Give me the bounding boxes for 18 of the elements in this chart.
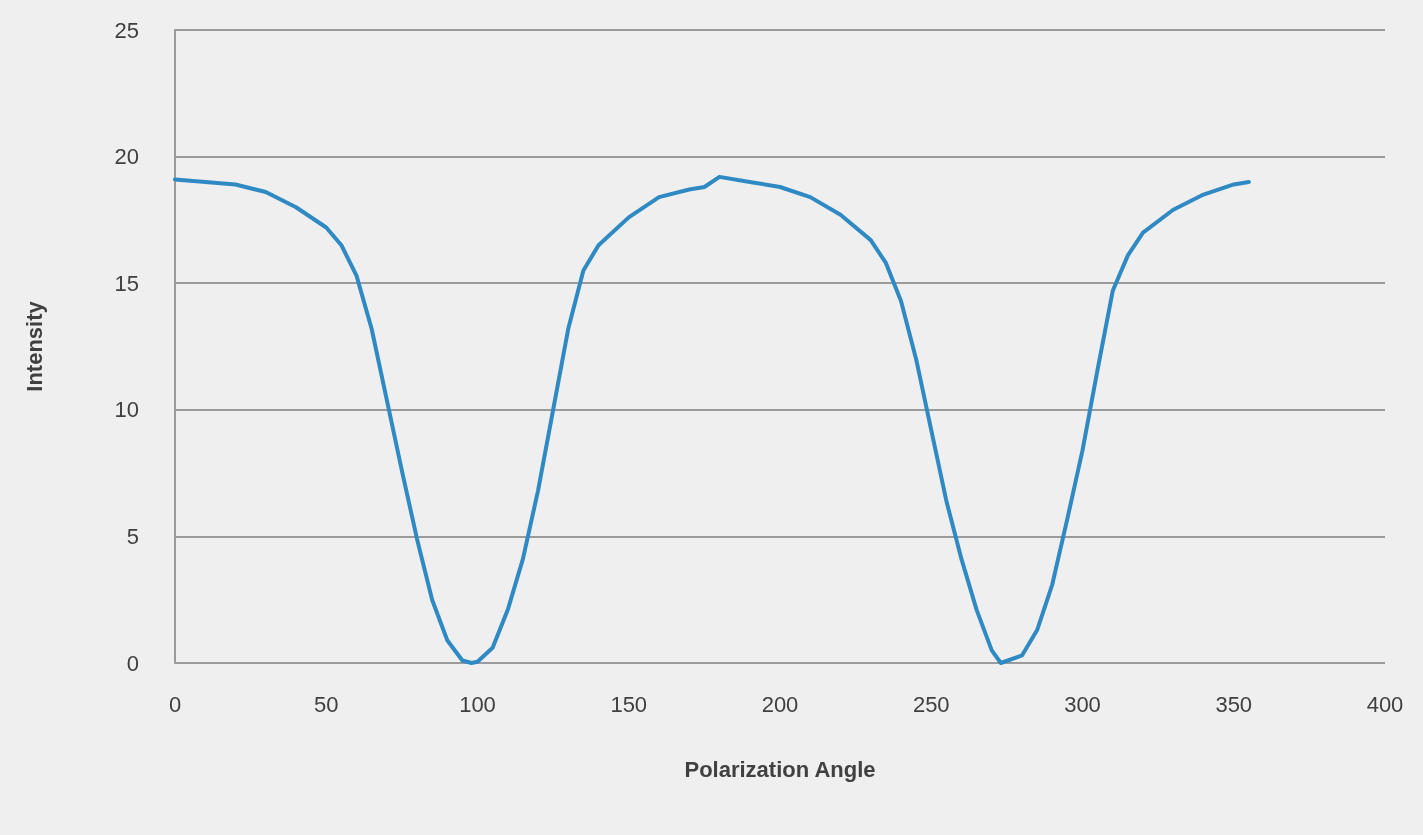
line-series [173,174,1251,665]
y-tick-label: 15 [114,270,139,296]
x-tick-label: 400 [1366,691,1404,717]
x-tick-label: 150 [610,691,648,717]
x-tick-label: 350 [1215,691,1253,717]
x-tick-label: 250 [912,691,950,717]
y-tick-label: 20 [114,144,139,170]
x-tick-label: 100 [459,691,496,717]
y-tick-label: 0 [126,650,139,676]
x-tick-label: 300 [1064,691,1101,717]
y-tick-label: 25 [114,17,139,43]
y-tick-label: 5 [126,523,139,549]
x-axis-title: Polarization Angle [684,756,876,782]
x-tick-label: 200 [761,691,799,717]
x-tick-label: 50 [314,691,339,717]
y-axis-title: Intensity [21,300,47,392]
x-tick-label: 0 [168,691,182,717]
y-tick-label: 10 [114,397,139,423]
